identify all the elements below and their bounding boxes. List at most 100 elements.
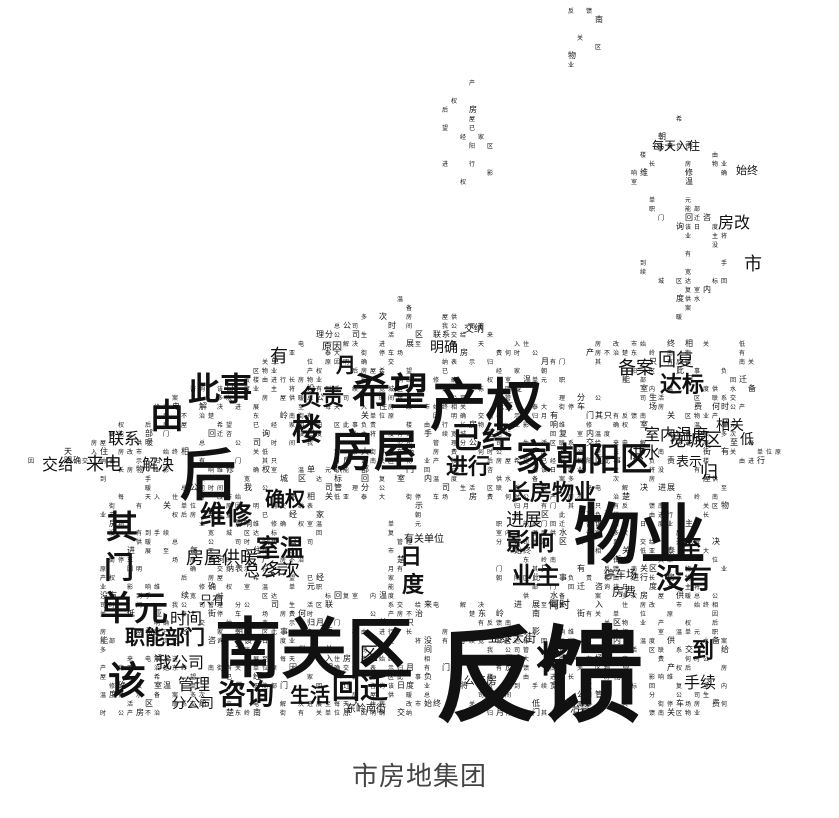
filler-glyph: 治	[154, 709, 160, 717]
filler-glyph: 物	[136, 464, 144, 474]
filler-glyph: 水	[550, 590, 558, 600]
filler-glyph: 迁	[559, 520, 565, 528]
filler-glyph: 联	[325, 600, 333, 609]
filler-glyph: 低	[487, 655, 493, 663]
filler-glyph: 度	[280, 637, 286, 645]
filler-glyph: 备	[712, 635, 720, 645]
filler-glyph: 时	[721, 401, 729, 411]
filler-glyph: 有	[694, 466, 700, 474]
filler-glyph: 责	[667, 455, 675, 465]
filler-glyph: 归	[154, 457, 160, 465]
filler-glyph: 岭	[649, 349, 655, 357]
filler-glyph: 室	[640, 419, 648, 429]
filler-glyph: 给	[199, 698, 207, 708]
filler-glyph: 车	[433, 493, 439, 501]
filler-glyph: 关	[262, 358, 268, 366]
filler-glyph: 温	[676, 628, 682, 636]
filler-glyph: 公	[496, 449, 502, 456]
filler-glyph: 司	[307, 539, 313, 546]
filler-glyph: 责	[586, 574, 592, 582]
filler-text-texture: 反馈南关区物业产权后 房屋 希望 已经家朝阳区此事负责楼 由进行长房物业影响维修确权室温…	[28, 7, 781, 717]
filler-glyph: 标	[712, 277, 718, 285]
filler-glyph: 到	[640, 260, 646, 267]
filler-glyph: 交	[343, 664, 349, 672]
filler-glyph: 影	[235, 518, 243, 528]
filler-glyph: 房	[397, 610, 403, 618]
filler-glyph: 低	[532, 698, 540, 708]
filler-glyph: 事	[415, 673, 421, 681]
filler-glyph: 水	[676, 430, 682, 438]
filler-glyph: 表	[109, 457, 115, 465]
filler-glyph: 展	[253, 656, 259, 663]
filler-glyph: 生	[703, 691, 709, 699]
filler-glyph: 位	[766, 448, 772, 456]
filler-glyph: 标	[631, 682, 637, 690]
filler-glyph: 续	[640, 268, 646, 276]
filler-glyph: 城	[217, 593, 223, 600]
filler-glyph: 温	[163, 681, 171, 690]
filler-glyph: 公	[451, 323, 457, 330]
filler-glyph: 市	[424, 403, 430, 411]
filler-glyph: 泰	[532, 403, 538, 411]
filler-glyph: 该	[388, 682, 394, 690]
filler-glyph: 宽	[685, 268, 691, 276]
filler-glyph: 职	[316, 584, 322, 591]
filler-glyph: 南	[532, 608, 540, 618]
filler-glyph: 多	[622, 592, 628, 600]
filler-glyph: 总	[424, 691, 430, 699]
filler-glyph: 影	[361, 376, 367, 384]
filler-glyph: 房	[163, 421, 169, 429]
filler-glyph: 此	[658, 142, 664, 150]
filler-glyph: 进	[307, 700, 313, 708]
filler-glyph: 关	[703, 340, 709, 348]
filler-glyph: 何	[505, 349, 511, 357]
filler-glyph: 将	[649, 466, 655, 474]
filler-glyph: 馈	[649, 502, 655, 510]
filler-glyph: 权	[298, 520, 304, 528]
filler-glyph: 该	[685, 223, 691, 231]
filler-glyph: 望	[523, 457, 529, 465]
filler-glyph: 物	[712, 160, 718, 168]
filler-glyph: 区	[523, 575, 529, 582]
figure-caption: 市房地集团	[351, 762, 487, 792]
filler-glyph: 电	[622, 439, 628, 447]
filler-glyph: 将	[370, 430, 376, 438]
filler-glyph: 间	[406, 322, 412, 330]
filler-glyph: 入	[91, 449, 97, 456]
filler-glyph: 房	[199, 493, 205, 501]
filler-glyph: 案	[595, 529, 601, 537]
filler-glyph: 我	[172, 601, 178, 609]
filler-glyph: 备	[154, 691, 160, 699]
filler-glyph: 经	[496, 367, 502, 375]
filler-glyph: 物	[604, 664, 610, 672]
filler-glyph: 原	[667, 611, 673, 618]
filler-glyph: 岭	[280, 410, 288, 420]
cloud-word: 管理	[178, 675, 210, 694]
filler-glyph: 间	[262, 537, 270, 546]
filler-glyph: 街	[559, 655, 565, 663]
filler-glyph: 时	[271, 439, 277, 447]
filler-glyph: 长	[118, 466, 124, 474]
filler-glyph: 业	[100, 511, 106, 519]
filler-glyph: 司	[586, 692, 592, 699]
filler-glyph: 房	[361, 367, 367, 375]
filler-glyph: 宽	[208, 529, 214, 537]
filler-glyph: 公	[262, 485, 268, 492]
filler-glyph: 供	[451, 313, 457, 321]
filler-glyph: 元	[307, 582, 315, 591]
filler-glyph: 住	[334, 655, 340, 663]
filler-glyph: 决	[676, 439, 682, 447]
filler-glyph: 司	[478, 692, 484, 699]
filler-glyph: 事	[694, 367, 700, 375]
filler-glyph: 权	[622, 421, 628, 429]
filler-glyph: 场	[406, 447, 414, 456]
filler-glyph: 产	[109, 511, 115, 519]
filler-glyph: 低	[334, 493, 340, 501]
filler-glyph: 区	[694, 395, 700, 402]
filler-glyph: 反	[622, 709, 628, 717]
filler-glyph: 市	[226, 493, 232, 501]
filler-glyph: 区	[145, 699, 153, 708]
filler-glyph: 给	[721, 644, 729, 654]
filler-glyph: 原	[325, 359, 331, 366]
filler-glyph: 部	[532, 583, 538, 591]
